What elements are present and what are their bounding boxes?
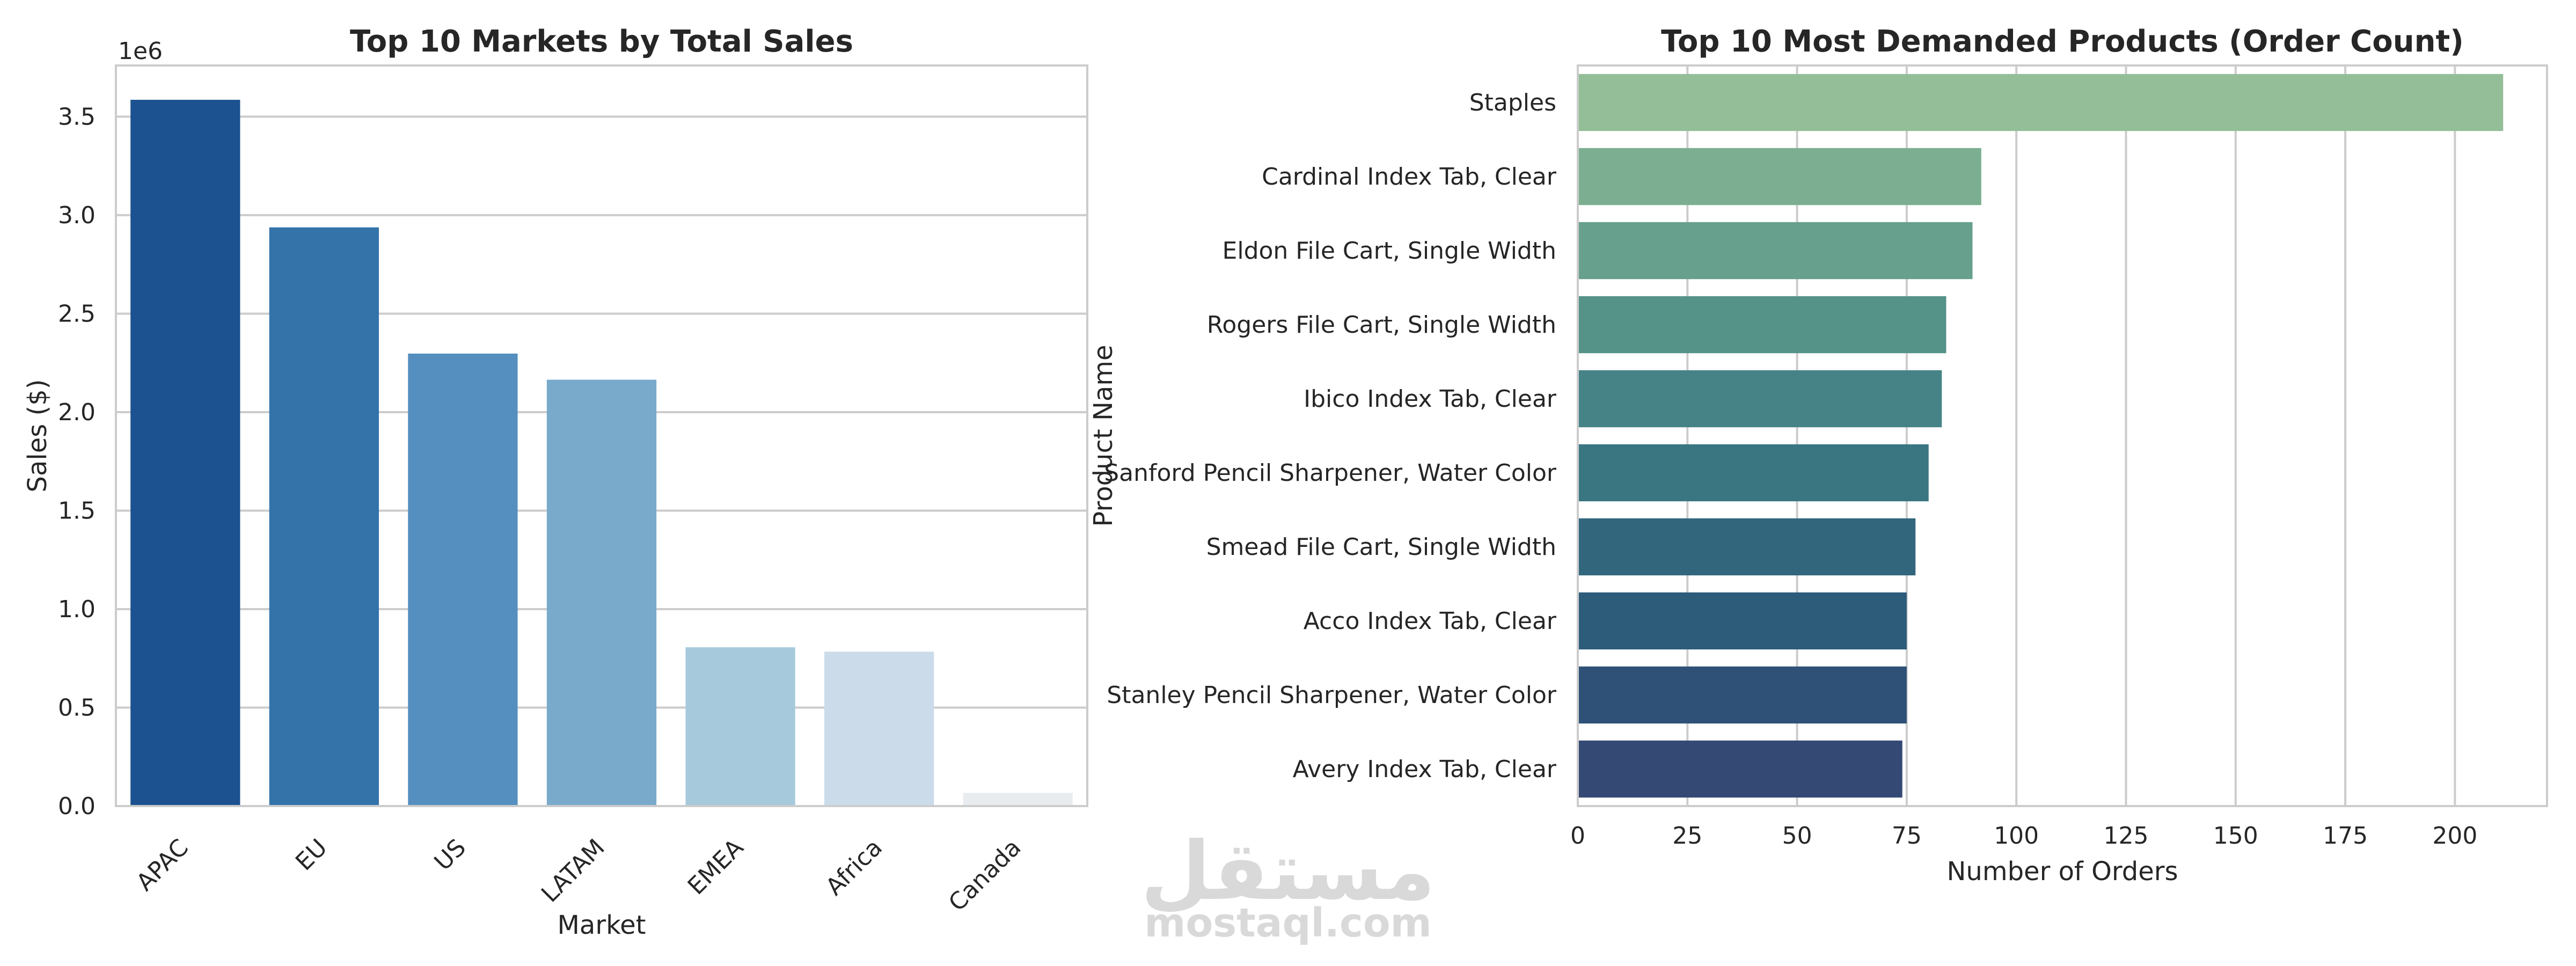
- y-tick-label: Rogers File Cart, Single Width: [1207, 311, 1556, 339]
- y-tick-label: 1.0: [58, 596, 96, 623]
- x-tick-label: 150: [2213, 822, 2258, 850]
- y-axis-label: Product Name: [1088, 345, 1118, 526]
- bar-latam: [546, 379, 657, 806]
- y-tick-label: Sanford Pencil Sharpener, Water Color: [1104, 459, 1557, 487]
- x-tick-label: EMEA: [683, 834, 749, 901]
- y-tick-label: Cardinal Index Tab, Clear: [1262, 163, 1557, 191]
- x-tick-label: 50: [1782, 822, 1812, 850]
- bar-us: [408, 353, 518, 806]
- product-bar: [1578, 370, 1942, 428]
- y-tick-label: Ibico Index Tab, Clear: [1304, 385, 1557, 413]
- y-axis-label: Sales ($): [23, 379, 53, 492]
- y-tick-label: 0.0: [58, 793, 96, 820]
- x-tick-label: Africa: [821, 834, 888, 901]
- x-tick-label: APAC: [131, 834, 194, 897]
- bar-eu: [269, 227, 379, 806]
- product-bar: [1578, 666, 1907, 724]
- product-bar: [1578, 740, 1902, 798]
- y-tick-label: Avery Index Tab, Clear: [1293, 756, 1557, 783]
- x-axis-label: Market: [558, 910, 646, 940]
- plot-frame: [115, 64, 1088, 807]
- x-tick-label: 175: [2323, 822, 2368, 850]
- x-tick-label: 0: [1570, 822, 1585, 850]
- product-bar: [1578, 148, 1981, 206]
- y-tick-label: Eldon File Cart, Single Width: [1223, 237, 1556, 265]
- product-bar: [1578, 592, 1907, 650]
- y-tick-label: Stanley Pencil Sharpener, Water Color: [1107, 682, 1557, 709]
- y-tick-label: 2.5: [58, 300, 96, 327]
- y-tick-label: Acco Index Tab, Clear: [1304, 608, 1557, 635]
- watermark: مستقل mostaql.com: [1141, 825, 1436, 946]
- x-tick-label: 75: [1892, 822, 1922, 850]
- bar-canada: [963, 793, 1073, 806]
- y-tick-label: 1.5: [58, 497, 96, 524]
- y-tick-label: Staples: [1469, 89, 1556, 116]
- x-tick-label: 100: [1994, 822, 2039, 850]
- product-demand-chart: 0 25 50 75 100 125 150 175 200 Staples Cardinal In…: [1088, 24, 2548, 887]
- x-tick-label: EU: [290, 834, 332, 876]
- bar-apac: [130, 99, 240, 806]
- y-tick-label: 3.5: [58, 103, 96, 130]
- product-bar: [1578, 444, 1929, 502]
- product-bar: [1578, 296, 1946, 354]
- product-bar: [1578, 518, 1916, 576]
- plot-frame: [1577, 64, 2548, 807]
- y-tick-label: 0.5: [58, 694, 96, 721]
- watermark-latin: mostaql.com: [1144, 900, 1432, 946]
- y-tick-label: 2.0: [58, 399, 96, 426]
- bar-emea: [685, 647, 795, 806]
- market-sales-chart: 0.0 0.5 1.0 1.5 2.0 2.5 3.0 3.5 APAC EU US LATAM EME…: [23, 24, 1088, 940]
- x-axis-label: Number of Orders: [1946, 857, 2178, 887]
- y-tick-label: 3.0: [58, 202, 96, 229]
- product-bar: [1578, 74, 2504, 131]
- y-offset-label: 1e6: [118, 38, 163, 65]
- x-tick-label: LATAM: [536, 834, 610, 908]
- chart-title: Top 10 Markets by Total Sales: [350, 24, 853, 59]
- y-tick-label: Smead File Cart, Single Width: [1206, 533, 1556, 561]
- x-tick-label: 25: [1672, 822, 1702, 850]
- product-bar: [1578, 222, 1973, 280]
- bar-africa: [824, 652, 934, 806]
- x-tick-label: Canada: [943, 834, 1026, 917]
- chart-title: Top 10 Most Demanded Products (Order Cou…: [1661, 24, 2464, 59]
- x-tick-label: 125: [2104, 822, 2149, 850]
- x-tick-label: 200: [2432, 822, 2477, 850]
- x-tick-label: US: [429, 834, 472, 876]
- watermark-arabic: مستقل: [1141, 825, 1436, 918]
